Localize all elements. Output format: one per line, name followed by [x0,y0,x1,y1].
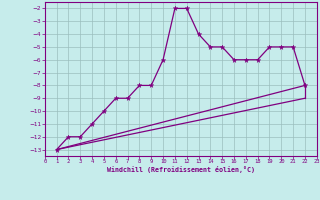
X-axis label: Windchill (Refroidissement éolien,°C): Windchill (Refroidissement éolien,°C) [107,166,255,173]
